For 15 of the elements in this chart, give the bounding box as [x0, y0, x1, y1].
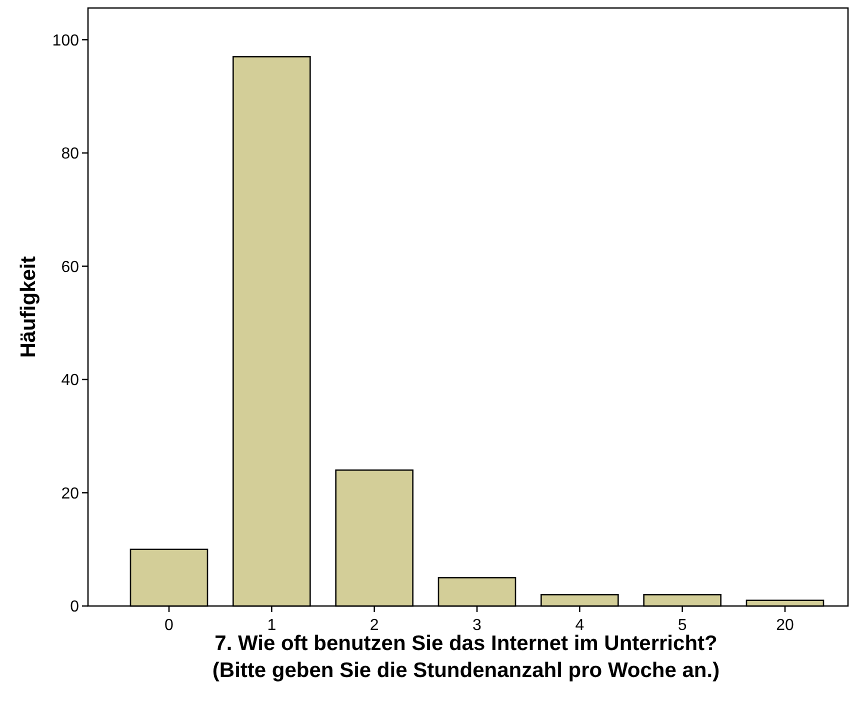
y-axis-title: Häufigkeit [17, 256, 40, 358]
y-tick-label: 40 [61, 372, 80, 390]
x-tick-label: 2 [370, 617, 379, 634]
x-tick-label: 0 [164, 617, 174, 634]
x-tick-label: 5 [678, 617, 687, 634]
x-tick-label: 1 [267, 617, 276, 634]
y-tick-label: 80 [61, 146, 80, 163]
y-tick-label: 20 [61, 485, 80, 502]
x-axis-title: 7. Wie oft benutzen Sie das Internet im Unterricht? (Bitte geben Sie die Stundenanzahl pro Woche an.) [212, 632, 720, 682]
y-tick-label: 60 [61, 258, 80, 276]
x-tick-label: 4 [575, 617, 584, 634]
x-tick-label: 3 [472, 617, 482, 634]
y-tick-label: 0 [70, 598, 80, 616]
x-tick-label: 20 [776, 617, 794, 634]
y-tick-label: 100 [52, 32, 80, 50]
